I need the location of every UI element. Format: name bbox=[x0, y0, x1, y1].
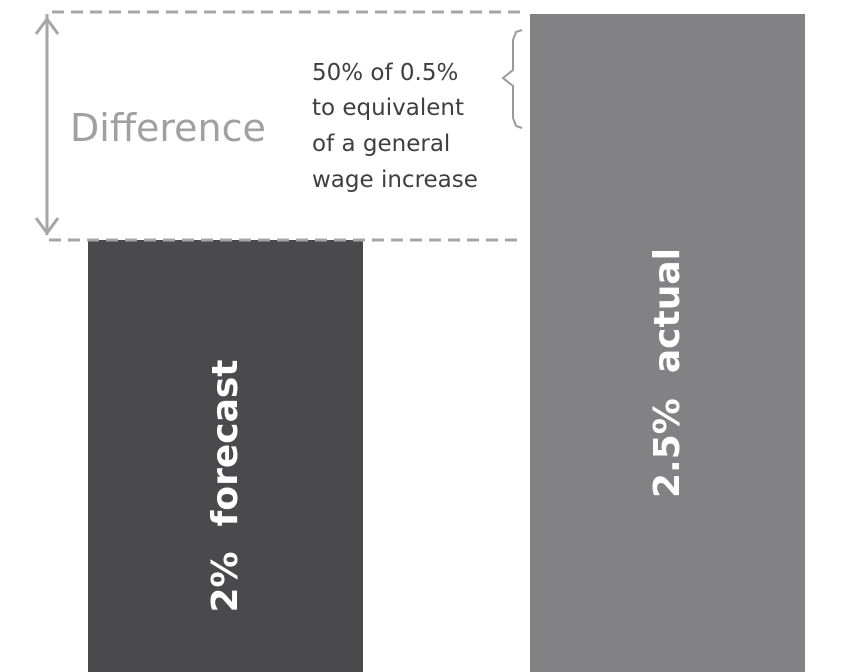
difference-arrow-head-bottom bbox=[34, 217, 60, 236]
bar-label-forecast: 2% forecast bbox=[205, 359, 246, 612]
bar-actual bbox=[530, 14, 805, 672]
note-bracket bbox=[501, 29, 523, 129]
bar-forecast bbox=[88, 240, 363, 672]
bars-layer: 2% forecast 2.5% actual bbox=[88, 14, 805, 672]
difference-annotation: Difference 50% of 0.5% to equivalent of … bbox=[34, 10, 523, 242]
note-line-2: to equivalent bbox=[312, 95, 464, 121]
difference-arrow-head-top bbox=[34, 16, 60, 35]
bar-label-actual: 2.5% actual bbox=[647, 248, 688, 498]
difference-label: Difference bbox=[70, 106, 266, 150]
note-line-1: 50% of 0.5% bbox=[312, 60, 458, 86]
note-line-4: wage increase bbox=[312, 167, 478, 193]
difference-dashed-box bbox=[45, 10, 520, 242]
note-line-3: of a general bbox=[312, 131, 450, 157]
